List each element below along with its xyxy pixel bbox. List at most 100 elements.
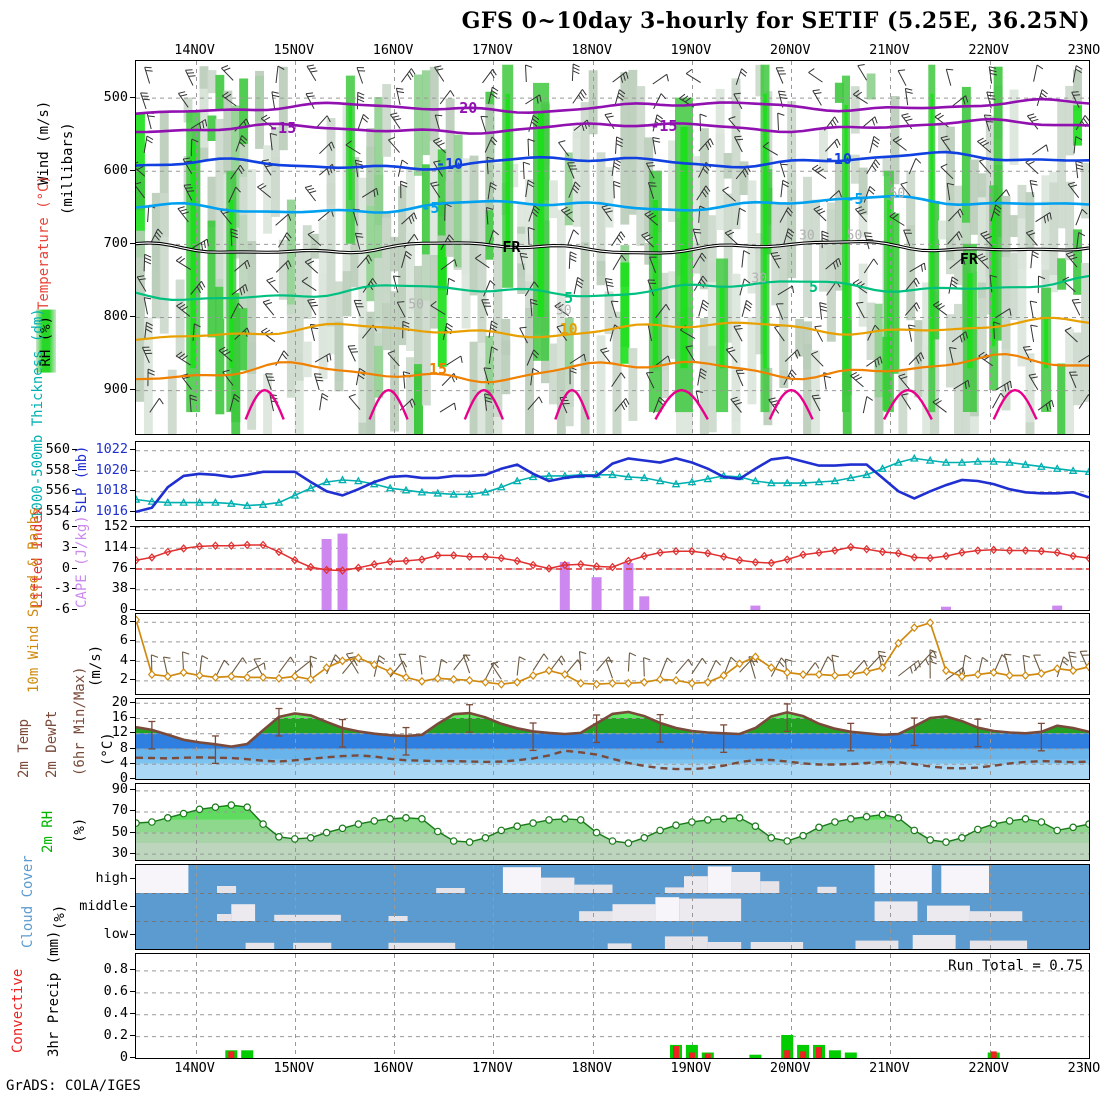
y-tick: 560: [46, 441, 78, 457]
y-tick: 700: [104, 235, 136, 251]
date-tick-15nov: 15NOV: [273, 42, 315, 58]
axis-title: (°C): [100, 732, 116, 766]
contour-label: 50: [408, 297, 424, 313]
y-tick: 114: [104, 539, 136, 555]
axis-title: 2m Temp: [16, 718, 32, 778]
contour-label: 30: [799, 228, 815, 244]
contour-label: -5: [421, 199, 440, 218]
contour-label: 5: [564, 288, 574, 307]
date-tick-20nov: 20NOV: [769, 1060, 811, 1076]
date-tick-23nov: 23NOV: [1067, 42, 1100, 58]
date-tick-19nov: 19NOV: [670, 1060, 712, 1076]
rh2m-panel: [135, 783, 1090, 861]
y-tick: 4: [120, 755, 136, 771]
page-title: GFS 0~10day 3-hourly for SETIF (5.25E, 3…: [461, 8, 1090, 34]
contour-label: -15: [269, 119, 297, 138]
date-tick-21nov: 21NOV: [869, 42, 910, 58]
y-tick: 0: [120, 1049, 136, 1065]
y-tick: 38: [112, 580, 136, 596]
y-tick: 6: [120, 632, 136, 648]
date-tick-14nov: 14NOV: [174, 1060, 215, 1076]
y-tick: 0: [62, 560, 78, 576]
contour-label: -20: [450, 98, 478, 117]
y-tick: middle: [79, 898, 135, 914]
y-tick: 50: [112, 824, 136, 840]
y-tick: 900: [104, 381, 136, 397]
y-tick: 30: [112, 845, 136, 861]
date-tick-22nov: 22NOV: [968, 42, 1010, 58]
axis-title: Wind (m/s): [36, 100, 52, 185]
slp-thickness-axis: 554 556 558 560 1016 1018 1020 1022 1000-500mb T…: [0, 308, 135, 521]
slp-thickness-panel: [135, 441, 1090, 521]
y-tick: 4: [120, 652, 136, 668]
contour-label: -5: [845, 189, 864, 208]
wind10m-panel: [135, 613, 1090, 695]
y-tick: 800: [104, 308, 136, 324]
lifted-index-cape-panel: [135, 526, 1090, 611]
rh2m-axis: 30 50 70 90 2m RH (%): [0, 781, 136, 861]
y-tick: 2: [120, 671, 136, 687]
axis-title: 3hr Precip (mm): [46, 930, 62, 1057]
contour-label: 50: [889, 186, 906, 202]
date-tick-22nov: 22NOV: [968, 1060, 1010, 1076]
y-tick: 500: [104, 89, 136, 105]
y-tick: -3: [54, 580, 78, 596]
y-tick: 1016: [95, 503, 135, 519]
axis-title: (%): [72, 817, 88, 843]
y-tick: 70: [112, 802, 136, 818]
date-tick-20nov: 20NOV: [769, 42, 811, 58]
date-tick-14nov: 14NOV: [174, 42, 215, 58]
y-tick: low: [104, 926, 136, 942]
y-tick: 20: [112, 694, 136, 710]
y-tick: 0: [120, 601, 136, 617]
y-tick: 8: [120, 740, 136, 756]
contour-label: -10: [435, 154, 464, 173]
date-tick-18nov: 18NOV: [571, 42, 612, 58]
y-tick: 0.4: [104, 1005, 136, 1021]
y-tick: 0: [120, 770, 136, 786]
date-tick-17nov: 17NOV: [472, 42, 513, 58]
bottom-date-axis: 14NOV 15NOV 16NOV 17NOV 18NOV 19NOV 20NOV 21NOV…: [135, 1060, 1100, 1078]
contour-label: 15: [429, 359, 448, 378]
contour-label: FR: [502, 237, 521, 256]
y-tick: 554: [46, 503, 78, 519]
cloud-cover-axis: high middle low Cloud Cover (%): [0, 855, 136, 950]
date-tick-21nov: 21NOV: [869, 1060, 910, 1076]
y-tick: 600: [104, 162, 136, 178]
contour-label: 10: [559, 320, 578, 339]
wind10m-axis: 2 4 6 8 10m Wind Speed & Barbs (m/s): [0, 508, 136, 695]
axis-title: Convective: [10, 968, 26, 1053]
y-tick: 12: [112, 724, 136, 740]
y-tick: 1018: [95, 482, 135, 498]
contour-label: -10: [824, 149, 852, 168]
axis-title: (%): [52, 904, 68, 930]
temp-dewpoint-axis: 0 4 8 12 16 20 2m Temp 2m DewPt (6hr Min/Max) (°C…: [0, 666, 136, 786]
temp-dewpoint-panel: [135, 698, 1090, 780]
axis-title: Temperature (°C): [36, 175, 52, 310]
date-tick-23nov: 23NOV: [1067, 1060, 1100, 1076]
upper-air-axis: 500 600 700 800 900 (millibars) Wind (m/s) Temp…: [0, 60, 136, 435]
y-tick: 152: [104, 518, 136, 534]
cloud-cover-panel: [135, 864, 1090, 950]
contour-label: 30: [751, 271, 768, 287]
top-date-axis: 14NOV 15NOV 16NOV 17NOV 18NOV 19NOV 20NOV 21NOV…: [135, 42, 1100, 60]
contour-label: -15: [650, 116, 678, 135]
y-tick: 6: [62, 518, 78, 534]
date-tick-17nov: 17NOV: [472, 1060, 513, 1076]
precip-axis: 00.20.40.60.8Total / RainConvective3hr P…: [0, 930, 136, 1065]
attribution-footer: GrADS: COLA/IGES: [6, 1078, 141, 1094]
y-tick: 3: [62, 539, 78, 555]
y-tick: 556: [46, 482, 78, 498]
lifted-index-cape-axis: -6 -3 0 3 6 0 38 76 114 152 Lifted Index CAPE (J/kg…: [0, 507, 136, 617]
date-tick-19nov: 19NOV: [670, 42, 712, 58]
date-tick-18nov: 18NOV: [571, 1060, 612, 1076]
y-tick: 0.6: [104, 983, 136, 999]
y-tick: 1022: [95, 441, 135, 457]
y-tick: 0.8: [104, 961, 136, 977]
axis-title: 2m DewPt: [44, 710, 60, 778]
y-tick: high: [95, 870, 135, 886]
contour-label: 5: [809, 277, 819, 296]
axis-title: SLP (mb): [74, 445, 90, 513]
axis-title: CAPE (J/kg): [74, 515, 90, 608]
y-tick: 558: [46, 462, 78, 478]
